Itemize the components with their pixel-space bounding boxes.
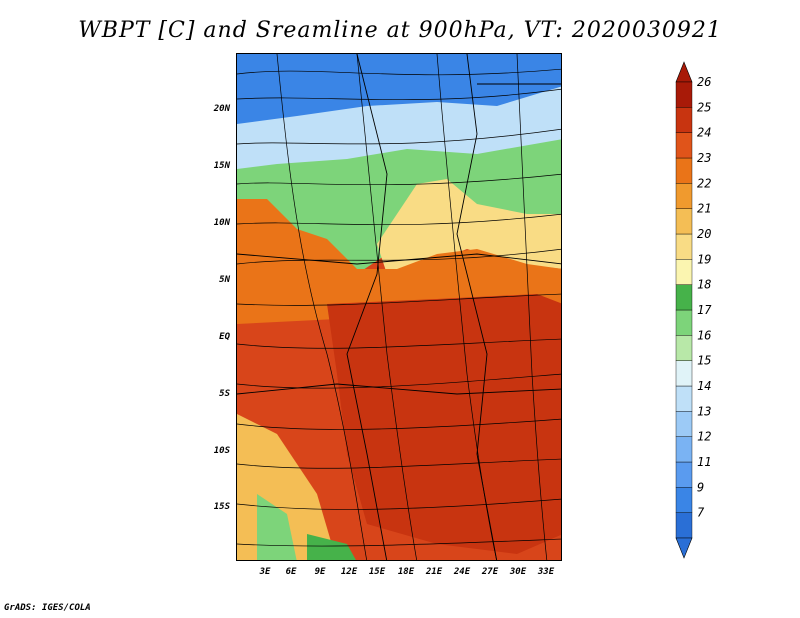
- colorbar-swatch: [675, 157, 693, 184]
- colorbar-swatch: [675, 183, 693, 209]
- lat-label-15s: 15S: [213, 502, 230, 512]
- colorbar-swatch: [675, 81, 693, 108]
- lon-label-27e: 27E: [481, 567, 499, 577]
- country-boundaries: [237, 54, 561, 560]
- wbpt-field-map: [237, 54, 561, 560]
- colorbar-swatch: [675, 461, 693, 488]
- lon-label-12e: 12E: [340, 567, 358, 577]
- colorbar-swatch: [675, 259, 693, 285]
- colorbar-swatch: [675, 411, 693, 437]
- lat-label-eq: EQ: [219, 332, 230, 342]
- lat-label-20n: 20N: [213, 104, 230, 114]
- colorbar-label: 22: [697, 176, 711, 190]
- field-red-core: [327, 294, 561, 554]
- colorbar-swatch: [675, 360, 693, 387]
- colorbar-swatch: [675, 233, 693, 260]
- colorbar-swatch: [675, 132, 693, 159]
- lon-label-6e: 6E: [285, 567, 297, 577]
- lon-label-21e: 21E: [425, 567, 443, 577]
- colorbar-swatch: [675, 107, 693, 133]
- colorbar-label: 7: [697, 506, 705, 520]
- map-panel: [236, 53, 562, 561]
- lon-label-9e: 9E: [314, 567, 326, 577]
- colorbar-label: 23: [697, 151, 711, 165]
- lat-label-10n: 10N: [213, 218, 230, 228]
- colorbar-label: 17: [697, 303, 712, 317]
- colorbar-label: 16: [697, 328, 711, 342]
- colorbar-swatch: [675, 335, 693, 361]
- colorbar-top-arrow: [675, 61, 693, 83]
- colorbar-label: 19: [697, 252, 711, 266]
- colorbar-swatch: [675, 487, 693, 513]
- colorbar-label: 25: [697, 100, 711, 114]
- colorbar-bottom-arrow: [675, 537, 693, 559]
- field-south-green: [307, 534, 356, 560]
- colorbar-swatch: [675, 512, 693, 539]
- lon-label-15e: 15E: [368, 567, 386, 577]
- lat-label-5n: 5N: [219, 275, 230, 285]
- colorbar-label: 13: [697, 404, 711, 418]
- colorbar-label: 15: [697, 354, 711, 368]
- colorbar-label: 24: [697, 126, 711, 140]
- footer-credit: GrADS: IGES/COLA: [4, 603, 91, 613]
- field-yellow-band: [377, 179, 561, 274]
- map-title: WBPT [C] and Sreamline at 900hPa, VT: 20…: [78, 18, 722, 43]
- colorbar-swatch: [675, 208, 693, 235]
- lon-label-30e: 30E: [509, 567, 527, 577]
- lon-label-33e: 33E: [537, 567, 555, 577]
- colorbar-swatch: [675, 309, 693, 336]
- lon-label-18e: 18E: [397, 567, 415, 577]
- field-southwest-green: [257, 494, 297, 560]
- colorbar-label: 20: [697, 227, 711, 241]
- lon-label-24e: 24E: [453, 567, 471, 577]
- colorbar-swatch: [675, 436, 693, 463]
- colorbar-label: 14: [697, 379, 711, 393]
- colorbar-label: 21: [697, 202, 711, 216]
- colorbar-swatch: [675, 385, 693, 412]
- colorbar: 7 9 11 12 13 14 15 16 17 18 19 20 21 22 23 24 25 26: [675, 61, 712, 559]
- colorbar-label: 12: [697, 430, 711, 444]
- colorbar-label: 9: [697, 480, 704, 494]
- lat-label-5s: 5S: [219, 389, 230, 399]
- colorbar-label: 18: [697, 278, 711, 292]
- field-orange-band: [237, 199, 561, 324]
- lat-label-10s: 10S: [213, 446, 230, 456]
- lon-label-3e: 3E: [259, 567, 271, 577]
- colorbar-label: 26: [697, 75, 711, 89]
- field-cool-band: [237, 86, 561, 174]
- colorbar-swatch: [675, 284, 693, 311]
- colorbar-label: 11: [697, 455, 711, 469]
- lat-label-15n: 15N: [213, 161, 230, 171]
